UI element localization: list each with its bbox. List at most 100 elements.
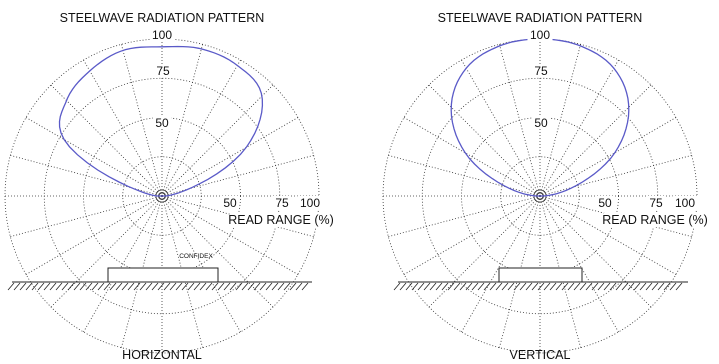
ground-hatch [627,282,635,291]
ground-hatch [405,282,413,291]
ground-hatch [519,282,527,291]
chart-title: STEELWAVE RADIATION PATTERN [60,11,265,25]
grid-spoke [461,195,541,333]
ground-hatch [495,282,503,291]
grid-spoke [83,59,163,197]
radial-tick-label: 100 [300,196,320,210]
grid-spoke [388,195,541,238]
grid-spoke [161,84,274,197]
axis-label-background [604,213,706,227]
ground-hatch [657,282,665,291]
ground-hatch [537,282,545,291]
ground-hatch [73,282,81,291]
grid-spoke [539,195,619,333]
ground-hatch [217,282,225,291]
grid-spoke [161,117,299,197]
tick-label-background [672,196,698,209]
ground-hatch [621,282,629,291]
grid-spoke [10,154,163,197]
radial-tick-label-vertical: 50 [155,116,169,130]
ground-hatch [669,282,677,291]
grid-spoke [161,195,274,308]
grid-spoke [50,84,163,197]
grid-spoke [539,195,652,308]
ground-hatch [85,282,93,291]
ground-hatch [393,282,401,291]
ground-hatch [399,282,407,291]
ground-hatch [127,282,135,291]
tick-label-background [153,116,171,129]
ground-hatch [151,282,159,291]
orientation-label: VERTICAL [510,348,571,362]
ground-hatch [265,282,273,291]
radial-tick-label-vertical: 100 [530,28,550,42]
ground-hatch [561,282,569,291]
radial-axis-label: READ RANGE (%) [228,213,334,227]
ground-hatch [97,282,105,291]
radial-tick-label-vertical: 75 [534,64,548,78]
ground-hatch [115,282,123,291]
grid-spoke [461,59,541,197]
ground-hatch [211,282,219,291]
grid-spoke [539,84,652,197]
grid-spoke [539,117,677,197]
ground-hatch [663,282,671,291]
tick-label-background [596,196,614,209]
ground-hatch [61,282,69,291]
polar-chart-vertical: STEELWAVE RADIATION PATTERN 100 75 50 50 75 10… [382,11,708,362]
ground-hatch [675,282,683,291]
radial-tick-label: 50 [223,196,237,210]
tick-label-background [273,196,291,209]
radial-axis-label: READ RANGE (%) [602,213,708,227]
grid-spoke [403,117,541,197]
ground-hatch [411,282,419,291]
ground-hatch [13,282,21,291]
orientation-label: HORIZONTAL [122,348,202,362]
ground-hatch [549,282,557,291]
ground-hatch [471,282,479,291]
ground-hatch [447,282,455,291]
ground-hatch [579,282,587,291]
tick-label-background [154,64,172,77]
ground-hatch [37,282,45,291]
grid-spoke [25,117,163,197]
tag-outline [107,267,219,283]
grid-spoke [161,154,314,197]
ground-hatch [187,282,195,291]
ground-hatch [289,282,297,291]
radiation-pattern-curve [58,45,264,197]
ground-hatch [489,282,497,291]
radial-tick-label: 75 [649,196,663,210]
ground-hatch [639,282,647,291]
ground-hatch [465,282,473,291]
ground-hatch [531,282,539,291]
ground-hatch [169,282,177,291]
tick-label-background [527,28,553,41]
ground-hatch [139,282,147,291]
ground-hatch [277,282,285,291]
ground-hatch [271,282,279,291]
polar-chart-horizontal: STEELWAVE RADIATION PATTERN 100 75 50 50 75 10… [4,11,334,362]
tag-outline [498,267,583,283]
grid-spoke [539,154,692,197]
ground-hatch [241,282,249,291]
ground-hatch [555,282,563,291]
ground-hatch [163,282,171,291]
ground-hatch [91,282,99,291]
radial-tick-label: 100 [675,196,695,210]
grid-spoke [498,44,541,197]
grid-spoke [50,195,163,308]
radial-tick-label-vertical: 75 [156,64,170,78]
grid-spoke [539,195,677,275]
ground-hatch [199,282,207,291]
ground-hatch [633,282,641,291]
ground-hatch [247,282,255,291]
ground-hatch [31,282,39,291]
ground-hatch [513,282,521,291]
grid-spoke [539,59,619,197]
ground-hatch [7,282,15,291]
tag-label: CONFIDEX [179,253,213,260]
ground-hatch [483,282,491,291]
ground-hatch [429,282,437,291]
radial-tick-label-vertical: 100 [152,28,172,42]
